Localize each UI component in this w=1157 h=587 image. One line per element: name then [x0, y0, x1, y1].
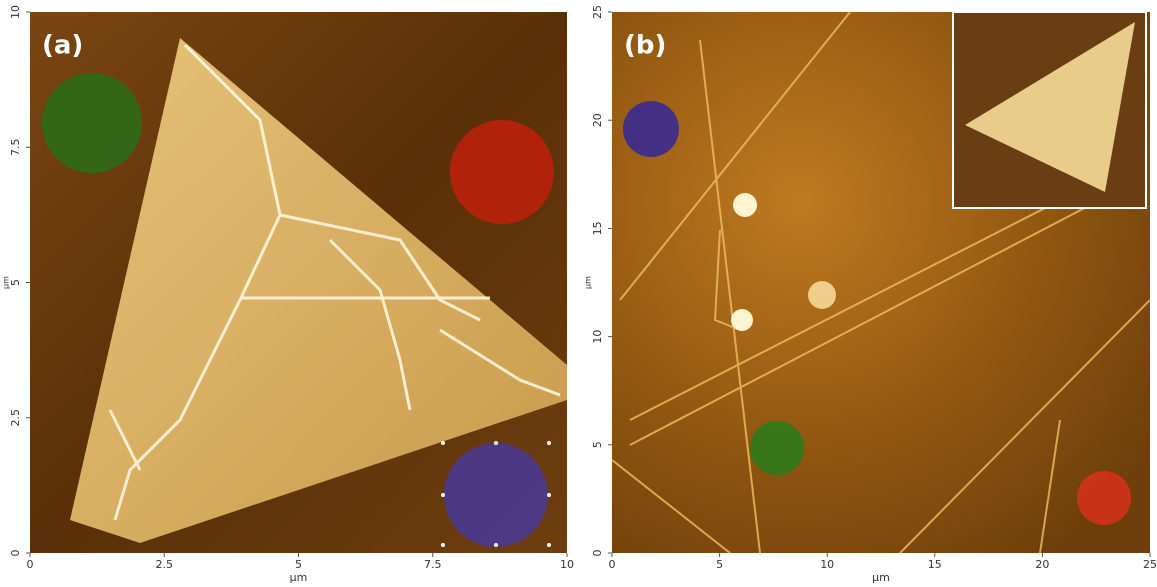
x-tick-label: 10: [560, 558, 574, 571]
x-axis-label: µm: [872, 571, 890, 584]
x-axis-label: µm: [290, 571, 308, 584]
y-tick-label: 10: [591, 330, 604, 344]
x-tick-label: 5: [716, 558, 723, 571]
x-tick-label: 10: [820, 558, 834, 571]
y-tick-label: 15: [591, 221, 604, 235]
afm-image-b: [612, 12, 1150, 553]
panel-label: (a): [42, 31, 83, 61]
y-axis-label: µm: [2, 276, 11, 289]
x-tick-label: 0: [27, 558, 34, 571]
y-tick-label: 20: [591, 113, 604, 127]
x-tick-label: 7.5: [424, 558, 442, 571]
y-tick-label: 2.5: [9, 409, 22, 427]
x-tick-label: 5: [295, 558, 302, 571]
x-tick-label: 2.5: [156, 558, 174, 571]
y-tick-label: 10: [9, 5, 22, 19]
y-tick-label: 5: [9, 279, 22, 286]
panel-label: (b): [624, 31, 666, 61]
y-tick-label: 5: [591, 441, 604, 448]
x-tick-label: 25: [1143, 558, 1157, 571]
x-tick-label: 0: [609, 558, 616, 571]
y-tick-label: 25: [591, 5, 604, 19]
afm-image-a: [30, 12, 567, 553]
y-tick-label: 0: [9, 550, 22, 557]
y-tick-label: 7.5: [9, 139, 22, 157]
y-axis-label: µm: [584, 276, 593, 289]
figure: (a) 0 2.5 5 7.5 10 0 2.5 5 7.5 10 µm µm (b) 0 5 10 15 20 25…: [0, 0, 1157, 587]
x-tick-label: 20: [1035, 558, 1049, 571]
y-tick-label: 0: [591, 550, 604, 557]
x-tick-label: 15: [928, 558, 942, 571]
